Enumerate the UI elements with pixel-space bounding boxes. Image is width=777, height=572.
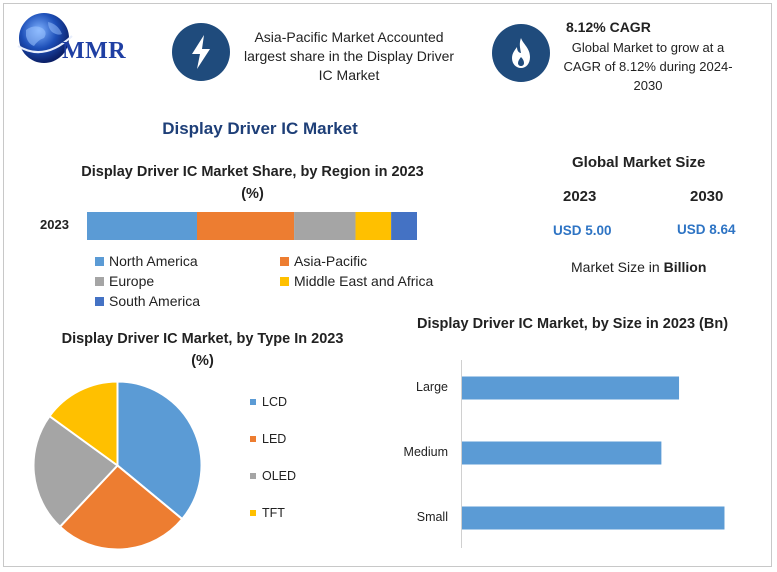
region-bar-segment-south-america (391, 212, 417, 240)
cagr-title: 8.12% CAGR (566, 19, 651, 35)
pie-legend-item-oled: OLED (250, 469, 296, 483)
legend-label: Asia-Pacific (294, 253, 368, 269)
legend-swatch (280, 276, 289, 286)
market-size-note-unit: Billion (663, 259, 707, 275)
legend-swatch (95, 296, 104, 306)
size-bar-large (462, 376, 680, 400)
legend-label: Europe (109, 273, 155, 289)
lightning-icon (172, 23, 230, 81)
legend-label: South America (109, 293, 201, 309)
region-stacked-bar (87, 212, 417, 240)
region-chart-category: 2023 (40, 217, 69, 232)
globe-logo-icon (17, 13, 73, 63)
region-bar-segment-asia-pacific (197, 212, 295, 240)
pie-slice-oled (32, 414, 120, 529)
global-market-value-2030: USD 8.64 (677, 222, 736, 237)
size-bar-small (462, 506, 725, 530)
region-legend-item-europe: Europe (95, 273, 154, 289)
legend-label: North America (109, 253, 198, 269)
legend-swatch (250, 510, 256, 516)
pie-slice-lcd (116, 380, 203, 521)
market-size-note-prefix: Market Size in (571, 259, 664, 275)
size-bar-chart (461, 360, 725, 548)
legend-label: LCD (262, 395, 288, 409)
size-chart-title: Display Driver IC Market, by Size in 202… (416, 316, 729, 332)
pie-legend-item-lcd: LCD (250, 395, 287, 409)
pie-legend-item-led: LED (250, 432, 286, 446)
region-bar-segment-europe (294, 212, 356, 240)
size-bar-medium (462, 441, 662, 465)
legend-swatch (95, 256, 104, 266)
type-pie-chart (32, 380, 203, 551)
region-legend-item-middle-east-and-africa: Middle East and Africa (280, 273, 433, 289)
global-market-title: Global Market Size (572, 154, 706, 171)
cagr-text: Global Market to grow at a CAGR of 8.12%… (563, 40, 733, 93)
header-insight-text: Asia-Pacific Market Accounted largest sh… (243, 29, 455, 83)
type-chart-title: Display Driver IC Market, by Type In 202… (61, 331, 344, 369)
pie-slice-led (58, 464, 184, 551)
region-legend-item-asia-pacific: Asia-Pacific (280, 253, 367, 269)
legend-label: TFT (262, 506, 285, 520)
size-bar-label-small: Small (416, 510, 448, 524)
legend-label: LED (262, 432, 287, 446)
global-market-year-2030: 2030 (690, 188, 724, 205)
market-size-note: Market Size in Billion (571, 259, 706, 275)
region-bar-segment-middle-east-and-africa (355, 212, 392, 240)
legend-swatch (95, 276, 104, 286)
legend-swatch (250, 436, 256, 442)
legend-swatch (250, 399, 256, 405)
logo-text: MMR (62, 38, 127, 64)
legend-label: OLED (262, 469, 297, 483)
pie-legend-item-tft: TFT (250, 506, 285, 520)
region-chart-title: Display Driver IC Market Share, by Regio… (81, 164, 424, 202)
legend-swatch (280, 256, 289, 266)
legend-swatch (250, 473, 256, 479)
flame-icon (492, 24, 550, 82)
region-legend-item-north-america: North America (95, 253, 198, 269)
main-title: Display Driver IC Market (162, 119, 358, 138)
size-bar-label-medium: Medium (403, 445, 448, 459)
size-bar-label-large: Large (416, 380, 448, 394)
infographic-frame (3, 3, 772, 567)
global-market-year-2023: 2023 (563, 188, 597, 205)
region-legend-item-south-america: South America (95, 293, 200, 309)
global-market-value-2023: USD 5.00 (553, 223, 612, 238)
pie-slice-tft (48, 380, 119, 468)
region-bar-segment-north-america (87, 212, 197, 240)
legend-label: Middle East and Africa (294, 273, 434, 289)
